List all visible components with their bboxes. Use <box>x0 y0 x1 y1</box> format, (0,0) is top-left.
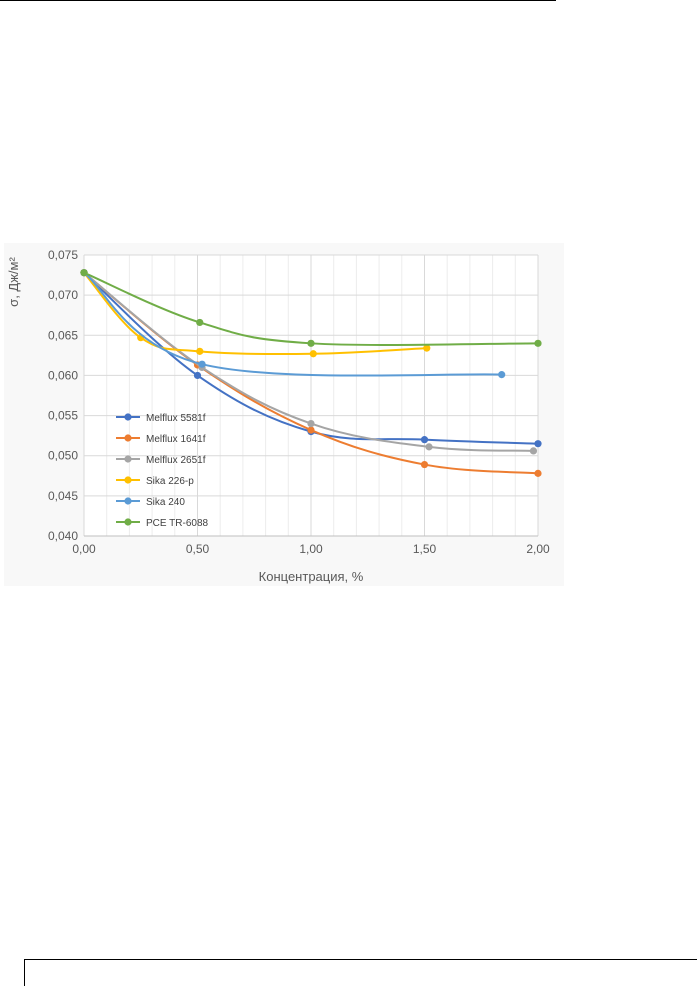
data-point <box>423 344 431 352</box>
data-point <box>196 318 204 327</box>
legend-label: Melflux 2651f <box>146 455 206 466</box>
legend-marker <box>124 518 132 526</box>
data-point <box>307 426 315 434</box>
series-line <box>83 272 427 356</box>
series-line <box>83 271 539 445</box>
axes: 0,040 0,045 0,050 0,055 0,060 0,065 0,070 0,075… <box>48 248 550 556</box>
data-point <box>309 350 317 358</box>
x-axis-label: Концентрация, % <box>259 569 364 584</box>
x-tick-label: 1,00 <box>299 542 323 556</box>
data-point <box>307 420 315 428</box>
y-tick-label: 0,070 <box>48 288 78 302</box>
bottom-rule <box>24 959 697 960</box>
legend-label: PCE TR-6088 <box>146 518 209 529</box>
data-point <box>534 469 542 477</box>
series-line <box>83 271 502 377</box>
chart-area: 0,040 0,045 0,050 0,055 0,060 0,065 0,070 0,075… <box>4 243 564 586</box>
y-tick-label: 0,065 <box>48 328 78 342</box>
legend-label: Sika 240 <box>146 497 185 508</box>
data-point <box>198 360 206 368</box>
data-point <box>80 269 88 277</box>
series <box>80 269 542 477</box>
legend-label: Melflux 1641f <box>146 434 206 445</box>
legend-marker <box>124 476 132 484</box>
data-point <box>534 339 542 347</box>
x-tick-label: 0,50 <box>186 542 210 556</box>
data-point <box>420 460 429 469</box>
data-point <box>498 371 506 379</box>
series-line <box>83 271 534 452</box>
data-point <box>425 443 433 451</box>
legend-marker <box>124 455 132 463</box>
legend-marker <box>124 434 132 442</box>
y-tick-label: 0,040 <box>48 529 78 543</box>
legend-label: Melflux 5581f <box>146 413 206 424</box>
series-line <box>83 271 539 346</box>
data-point <box>420 436 429 444</box>
x-tick-label: 2,00 <box>526 542 550 556</box>
y-tick-label: 0,055 <box>48 409 78 423</box>
bottom-corner-mark <box>24 959 25 986</box>
grid <box>83 254 539 537</box>
legend: Melflux 5581f Melflux 1641f Melflux 2651f S… <box>116 413 209 529</box>
data-point <box>534 440 542 448</box>
x-tick-label: 0,00 <box>72 542 96 556</box>
data-point <box>196 347 204 355</box>
y-tick-label: 0,060 <box>48 368 78 382</box>
data-point <box>193 371 202 380</box>
data-point <box>529 447 538 455</box>
y-tick-label: 0,045 <box>48 489 78 503</box>
y-tick-label: 0,075 <box>48 248 78 262</box>
data-point <box>307 339 315 347</box>
top-rule <box>0 0 556 1</box>
y-tick-label: 0,050 <box>48 449 78 463</box>
legend-marker <box>124 413 132 421</box>
x-tick-label: 1,50 <box>413 542 437 556</box>
y-axis-label: σ, Дж/м² <box>6 257 21 307</box>
legend-label: Sika 226-p <box>146 476 194 487</box>
legend-marker <box>124 497 132 505</box>
concentration-chart: 0,040 0,045 0,050 0,055 0,060 0,065 0,070 0,075… <box>6 248 550 584</box>
